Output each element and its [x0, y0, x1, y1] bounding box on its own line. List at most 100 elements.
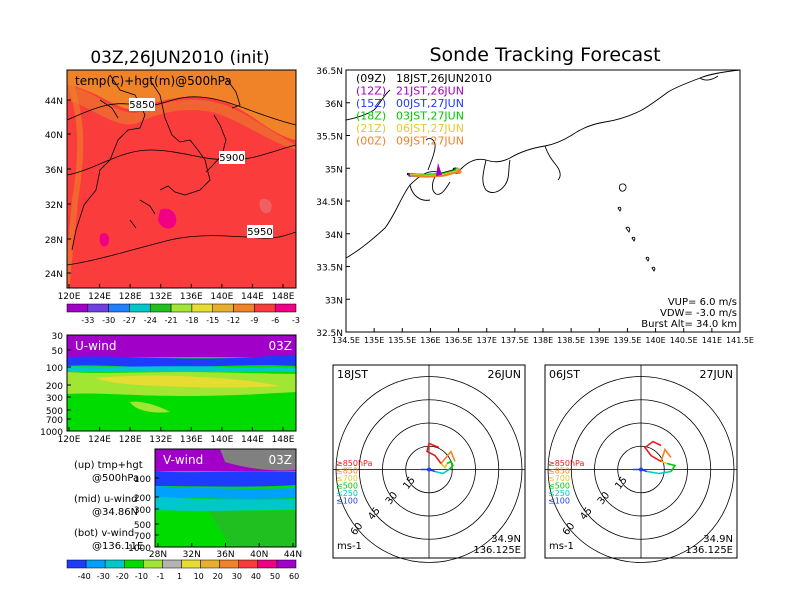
legend-subline: @136.11E	[92, 541, 143, 552]
uwind-x-tick-label: 136E	[180, 435, 203, 445]
vwind-title: V-wind	[163, 453, 203, 467]
track-param: VUP= 6.0 m/s	[668, 297, 737, 308]
hodograph-trace	[666, 462, 677, 472]
track-lat-tick-label: 32.5N	[316, 329, 343, 339]
hodograph-level-label: ≤250	[336, 489, 358, 498]
hodograph-trace	[643, 440, 662, 463]
vwind-x-tick-label: 28N	[149, 550, 167, 560]
contour-label: 5850	[129, 100, 154, 111]
run-time: 18JST,26JUN2010	[396, 72, 492, 85]
map-colorbar-swatch	[233, 303, 255, 313]
uwind-time: 03Z	[269, 339, 293, 353]
uwind-x-tick-label: 144E	[241, 435, 264, 445]
hodograph-trace	[434, 468, 450, 475]
map-lat-tick-label: 28N	[45, 236, 63, 246]
legend-subline: @34.86N	[92, 507, 138, 518]
run-time: 03JST,27JUN	[396, 110, 464, 123]
map-lat-tick-label: 36N	[45, 166, 63, 176]
wind-colorbar-label: -30	[97, 572, 110, 581]
uwind-y-tick-label: 500	[46, 407, 63, 417]
map-500hpa	[67, 70, 296, 288]
vwind-y-tick-label: 100	[134, 475, 151, 485]
track-lon-tick-label: 134.5E	[332, 336, 360, 345]
map-colorbar-label: -30	[102, 316, 115, 325]
hodograph-trace	[440, 449, 456, 465]
wind-colorbar-swatch	[85, 559, 106, 569]
vwind-y-tick-label: 500	[134, 521, 151, 531]
wind-colorbar-label: -10	[135, 572, 148, 581]
hodograph-unit: ms-1	[549, 541, 574, 552]
vwind-panel	[155, 449, 296, 547]
vwind-time: 03Z	[269, 453, 293, 467]
hodograph-trace	[426, 442, 442, 464]
sonde-endpoint	[456, 169, 462, 175]
map-colorbar-label: -33	[81, 316, 94, 325]
track-lon-tick-label: 139E	[589, 336, 609, 345]
wind-colorbar-swatch	[124, 559, 144, 569]
map-colorbar-swatch	[191, 303, 213, 313]
map-colorbar-label: -3	[292, 316, 300, 325]
map-lon-tick-label: 136E	[180, 292, 203, 302]
uwind-y-tick-label: 1000	[40, 428, 63, 438]
map-colorbar-label: -21	[165, 316, 178, 325]
run-time: 06JST,27JUN	[396, 122, 464, 135]
map-colorbar-swatch	[254, 303, 276, 313]
left-title: 03Z,26JUN2010 (init)	[90, 48, 269, 68]
sonde-cluster	[436, 163, 442, 176]
run-code: (12Z)	[356, 85, 386, 98]
uwind-y-tick-label: 300	[46, 394, 63, 404]
map-lon-tick-label: 120E	[58, 292, 81, 302]
uwind-y-tick-label: 50	[52, 347, 64, 357]
hodograph-level-label: ≤500	[548, 482, 570, 491]
map-lon-tick-label: 144E	[241, 292, 264, 302]
uwind-x-tick-label: 132E	[149, 435, 172, 445]
legend-subline: @500hPa	[92, 473, 139, 484]
wind-colorbar-label: -1	[157, 572, 165, 581]
wind-colorbar-label: 50	[270, 572, 280, 581]
uwind-y-tick-label: 30	[52, 332, 64, 342]
map-colorbar-label: -18	[185, 316, 198, 325]
track-lat-tick-label: 36N	[325, 100, 343, 110]
uwind-x-tick-label: 120E	[58, 435, 81, 445]
uwind-x-tick-label: 124E	[88, 435, 111, 445]
run-time: 00JST,27JUN	[396, 97, 464, 110]
hodograph-trace	[440, 462, 448, 469]
legend-line: (bot) v-wind	[74, 528, 134, 539]
contour-label: 5950	[247, 227, 272, 238]
uwind-x-tick-label: 128E	[119, 435, 142, 445]
wind-colorbar-swatch	[276, 559, 297, 569]
map-lon-tick-label: 140E	[210, 292, 233, 302]
hodograph-trace	[660, 447, 672, 462]
uwind-y-tick-label: 100	[46, 364, 63, 374]
run-code: (18Z)	[356, 110, 386, 123]
track-lat-tick-label: 35N	[325, 165, 343, 175]
hodograph-level-label: ≤850	[336, 467, 358, 476]
wind-colorbar-swatch	[181, 559, 201, 569]
map-colorbar-label: -15	[206, 316, 219, 325]
track-lat-tick-label: 33.5N	[316, 264, 343, 274]
wind-colorbar-label: 20	[213, 572, 223, 581]
run-time: 09JST,27JUN	[396, 135, 464, 148]
map-500hpa-label: temp(C)+hgt(m)@500hPa	[75, 74, 232, 88]
track-lon-tick-label: 136E	[420, 336, 440, 345]
map-colorbar-swatch	[212, 303, 234, 313]
run-code: (09Z)	[356, 72, 386, 85]
track-lat-tick-label: 34N	[325, 231, 343, 241]
map-lat-tick-label: 24N	[45, 270, 63, 280]
hodograph-level-label: ≤500	[336, 482, 358, 491]
track-map	[346, 70, 740, 332]
run-code: (15Z)	[356, 97, 386, 110]
legend-line: (mid) u-wind	[74, 494, 137, 505]
hodograph-date: 27JUN	[699, 368, 733, 381]
wind-colorbar-label: 40	[251, 572, 261, 581]
map-colorbar-label: -12	[227, 316, 240, 325]
track-lat-tick-label: 34.5N	[316, 198, 343, 208]
wind-colorbar-swatch	[257, 559, 278, 569]
map-lat-tick-label: 44N	[45, 97, 63, 107]
map-colorbar-swatch	[170, 303, 193, 313]
map-lon-tick-label: 128E	[119, 292, 142, 302]
vwind-x-tick-label: 40N	[250, 550, 268, 560]
hodograph-level-label: ≤250	[548, 489, 570, 498]
